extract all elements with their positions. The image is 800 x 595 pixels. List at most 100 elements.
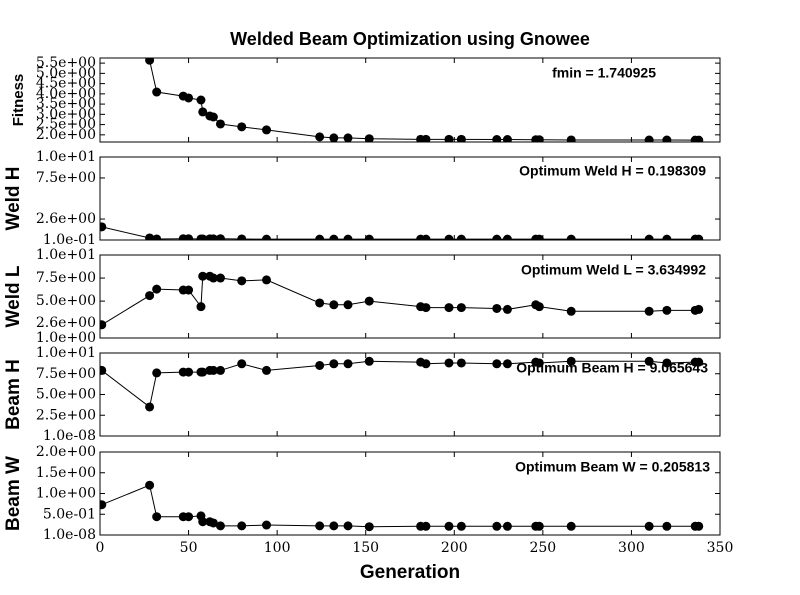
annotation: Optimum Weld L = 3.634992 [521,262,706,278]
data-point [343,359,353,369]
y-tick-label: 1.0e-01 [43,232,96,248]
data-point [444,358,454,368]
data-point [662,521,672,531]
data-point [329,521,339,531]
axes-frame [99,156,721,241]
plot-area [100,271,704,330]
data-point [145,58,155,65]
data-point [694,304,704,314]
x-tick-label: 200 [441,540,468,556]
y-tick-label: 2.6e+00 [36,315,96,331]
data-point [237,234,247,240]
data-point [694,357,704,367]
data-point [444,303,454,313]
data-point [198,517,208,527]
data-point [502,135,512,142]
data-point [208,365,218,375]
x-tick-label: 350 [707,540,734,556]
data-point [237,359,247,369]
y-tick-label: 1.0e-08 [43,527,96,543]
y-tick-label: 1.0e-08 [43,428,96,444]
data-point [145,291,155,301]
data-point [208,234,218,240]
data-point [364,134,374,142]
data-point [644,356,654,366]
plot-area [100,480,704,532]
plot-area [145,58,704,142]
y-axis-label: Beam W [3,456,24,531]
data-point [198,271,208,281]
data-point [694,234,704,240]
data-point [534,521,544,531]
data-point [694,521,704,531]
x-tick-label: 250 [529,540,556,556]
data-point [196,302,206,312]
x-tick-label: 0 [96,540,105,556]
data-point [262,520,272,530]
data-point [456,521,466,531]
data-point [364,296,374,306]
data-point [262,234,272,240]
data-point [421,303,431,313]
data-point [421,234,431,240]
figure-title: Welded Beam Optimization using Gnowee [230,29,590,49]
data-point [502,234,512,240]
data-point [145,233,155,240]
data-point [315,132,325,142]
data-point [502,521,512,531]
y-tick-label: 1.0e+00 [36,330,96,346]
data-point [644,521,654,531]
data-point [184,512,194,522]
data-point [329,234,339,240]
y-tick-label: 2.5e+00 [36,117,96,133]
data-point [100,320,107,330]
data-point [208,273,218,283]
y-axis-label: Weld L [3,265,24,327]
data-point [152,368,162,378]
y-axis-label: Fitness [10,74,27,127]
data-point [343,234,353,240]
data-point [456,134,466,142]
data-point [444,521,454,531]
y-tick-label: 1.0e+01 [36,345,96,361]
y-tick-label: 7.5e+00 [36,366,96,382]
data-point [198,107,208,117]
data-point [208,112,218,122]
y-tick-label: 2.0e+00 [36,127,96,143]
data-point [215,273,225,283]
data-point [364,234,374,240]
data-line [149,60,699,141]
annotation: Optimum Beam H = 9.065643 [516,360,708,376]
data-point [444,234,454,240]
axes-frame [99,57,721,143]
data-point [145,402,155,412]
data-point [262,125,272,135]
y-tick-label: 2.0e+00 [36,444,96,460]
data-point [343,133,353,142]
data-point [644,234,654,240]
data-point [364,522,374,532]
data-point [152,234,162,240]
data-point [343,521,353,531]
y-tick-label: 7.5e+00 [36,170,96,186]
data-point [237,122,247,132]
data-point [662,135,672,142]
x-axis-label: Generation [360,562,460,583]
data-point [262,275,272,285]
data-point [421,359,431,369]
data-point [343,300,353,310]
data-point [184,285,194,295]
data-point [662,358,672,368]
data-point [566,306,576,316]
y-tick-label: 7.5e+00 [36,270,96,286]
data-point [566,521,576,531]
plot-area [100,356,704,412]
data-point [694,135,704,142]
y-axis-label: Weld H [3,166,24,230]
data-point [492,135,502,142]
data-point [100,222,107,232]
annotation: fmin = 1.740925 [552,65,656,81]
data-point [534,135,544,142]
